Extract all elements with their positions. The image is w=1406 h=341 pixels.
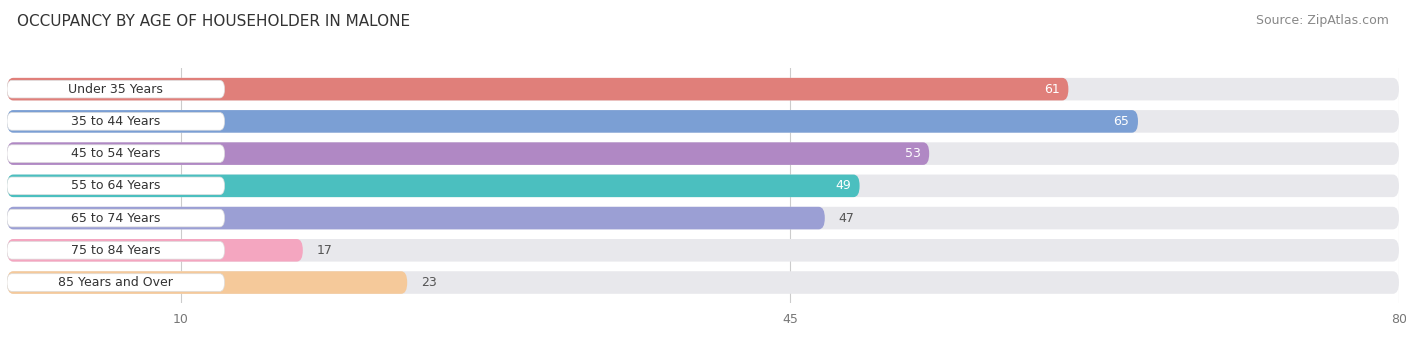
FancyBboxPatch shape xyxy=(7,175,1399,197)
Text: Source: ZipAtlas.com: Source: ZipAtlas.com xyxy=(1256,14,1389,27)
Text: 55 to 64 Years: 55 to 64 Years xyxy=(72,179,160,192)
FancyBboxPatch shape xyxy=(7,145,225,162)
FancyBboxPatch shape xyxy=(7,78,1399,101)
Text: Under 35 Years: Under 35 Years xyxy=(69,83,163,95)
FancyBboxPatch shape xyxy=(7,113,225,130)
Text: 61: 61 xyxy=(1043,83,1060,95)
FancyBboxPatch shape xyxy=(7,239,1399,262)
FancyBboxPatch shape xyxy=(7,142,1399,165)
FancyBboxPatch shape xyxy=(7,207,825,229)
FancyBboxPatch shape xyxy=(7,271,1399,294)
FancyBboxPatch shape xyxy=(7,142,929,165)
Text: 65 to 74 Years: 65 to 74 Years xyxy=(72,211,160,225)
FancyBboxPatch shape xyxy=(7,274,225,291)
Text: 17: 17 xyxy=(316,244,333,257)
Text: OCCUPANCY BY AGE OF HOUSEHOLDER IN MALONE: OCCUPANCY BY AGE OF HOUSEHOLDER IN MALON… xyxy=(17,14,411,29)
FancyBboxPatch shape xyxy=(7,80,225,98)
FancyBboxPatch shape xyxy=(7,207,1399,229)
Text: 85 Years and Over: 85 Years and Over xyxy=(58,276,173,289)
Text: 45 to 54 Years: 45 to 54 Years xyxy=(72,147,160,160)
Text: 65: 65 xyxy=(1114,115,1129,128)
Text: 75 to 84 Years: 75 to 84 Years xyxy=(72,244,160,257)
Text: 23: 23 xyxy=(422,276,437,289)
Text: 49: 49 xyxy=(835,179,851,192)
FancyBboxPatch shape xyxy=(7,177,225,195)
FancyBboxPatch shape xyxy=(7,110,1399,133)
FancyBboxPatch shape xyxy=(7,209,225,227)
Text: 47: 47 xyxy=(839,211,855,225)
FancyBboxPatch shape xyxy=(7,110,1137,133)
FancyBboxPatch shape xyxy=(7,78,1069,101)
FancyBboxPatch shape xyxy=(7,241,225,259)
FancyBboxPatch shape xyxy=(7,239,302,262)
Text: 35 to 44 Years: 35 to 44 Years xyxy=(72,115,160,128)
FancyBboxPatch shape xyxy=(7,271,408,294)
Text: 53: 53 xyxy=(904,147,921,160)
FancyBboxPatch shape xyxy=(7,175,859,197)
